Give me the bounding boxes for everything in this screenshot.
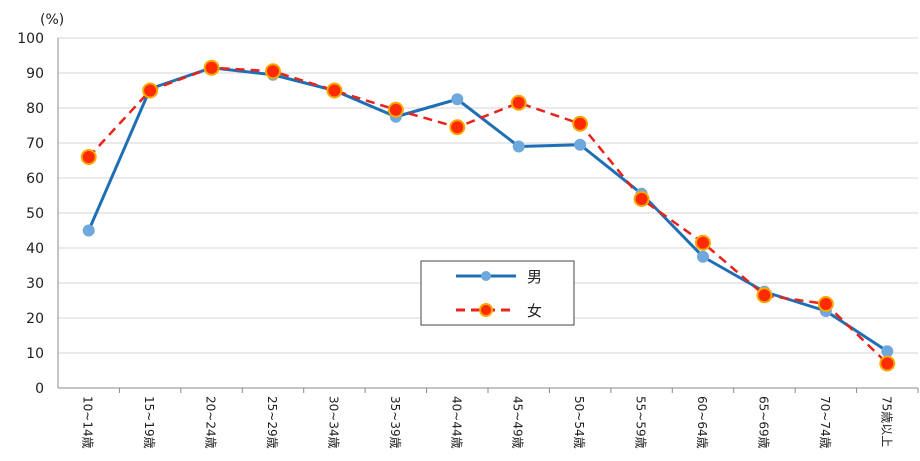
y-tick-label: 50 — [26, 206, 44, 222]
grid-lines — [58, 37, 918, 354]
legend-swatch-marker — [479, 303, 493, 317]
x-tick-label: 30~34歳 — [326, 396, 340, 449]
y-tick-label: 10 — [26, 346, 44, 362]
data-point — [510, 94, 527, 111]
x-tick-label: 25~29歳 — [265, 396, 279, 449]
y-tick-label: 100 — [17, 31, 44, 47]
x-tick-label: 50~54歳 — [572, 396, 586, 449]
y-tick-label: 60 — [26, 171, 44, 187]
legend-label: 男 — [527, 268, 542, 286]
data-point — [881, 345, 894, 358]
x-tick-label: 55~59歳 — [634, 396, 648, 449]
data-point — [879, 355, 896, 372]
x-tick-label: 15~19歳 — [142, 396, 156, 449]
legend-swatch-marker — [481, 271, 491, 281]
data-point — [697, 250, 709, 263]
x-axis-ticks: 10~14歳 15~19歳 20~24歳 25~29歳 30~34歳 35~39歳 40~4… — [81, 388, 919, 449]
data-point — [756, 287, 773, 304]
x-tick-label: 35~39歳 — [388, 396, 402, 449]
unit-label: (%) — [40, 12, 64, 28]
data-point — [203, 59, 220, 76]
y-tick-label: 90 — [26, 66, 44, 82]
data-point — [265, 63, 281, 80]
y-tick-label: 70 — [26, 136, 44, 152]
data-point — [80, 149, 97, 165]
data-point — [142, 82, 159, 99]
data-point — [633, 191, 650, 207]
data-point — [574, 138, 587, 151]
x-tick-label: 40~44歳 — [449, 396, 463, 449]
data-point — [449, 119, 466, 136]
data-point — [572, 115, 589, 132]
y-axis-ticks: 0 10 20 30 40 50 60 70 80 90 100 — [17, 31, 44, 397]
x-tick-label: 10~14歳 — [81, 396, 95, 449]
y-tick-label: 0 — [35, 381, 44, 397]
data-point — [387, 101, 404, 118]
y-tick-label: 80 — [26, 101, 44, 117]
legend: 男女 — [420, 260, 575, 326]
x-tick-label: 75歳以上 — [879, 396, 893, 447]
series-group — [80, 59, 896, 372]
data-point — [326, 82, 343, 99]
x-tick-label: 60~64歳 — [695, 396, 709, 449]
legend-label: 女 — [527, 302, 542, 320]
data-point — [512, 140, 525, 153]
y-tick-label: 20 — [26, 311, 44, 327]
data-point — [695, 234, 711, 251]
y-tick-label: 30 — [26, 276, 44, 292]
x-tick-label: 20~24歳 — [204, 396, 218, 449]
x-tick-label: 70~74歳 — [818, 396, 832, 449]
x-tick-label: 45~49歳 — [511, 396, 525, 449]
data-point — [451, 93, 464, 106]
series-line-female — [87, 66, 889, 365]
data-point — [817, 296, 834, 312]
legend-box — [420, 260, 575, 326]
y-tick-label: 40 — [26, 241, 44, 257]
x-tick-label: 65~69歳 — [756, 396, 770, 449]
data-point — [82, 224, 95, 237]
